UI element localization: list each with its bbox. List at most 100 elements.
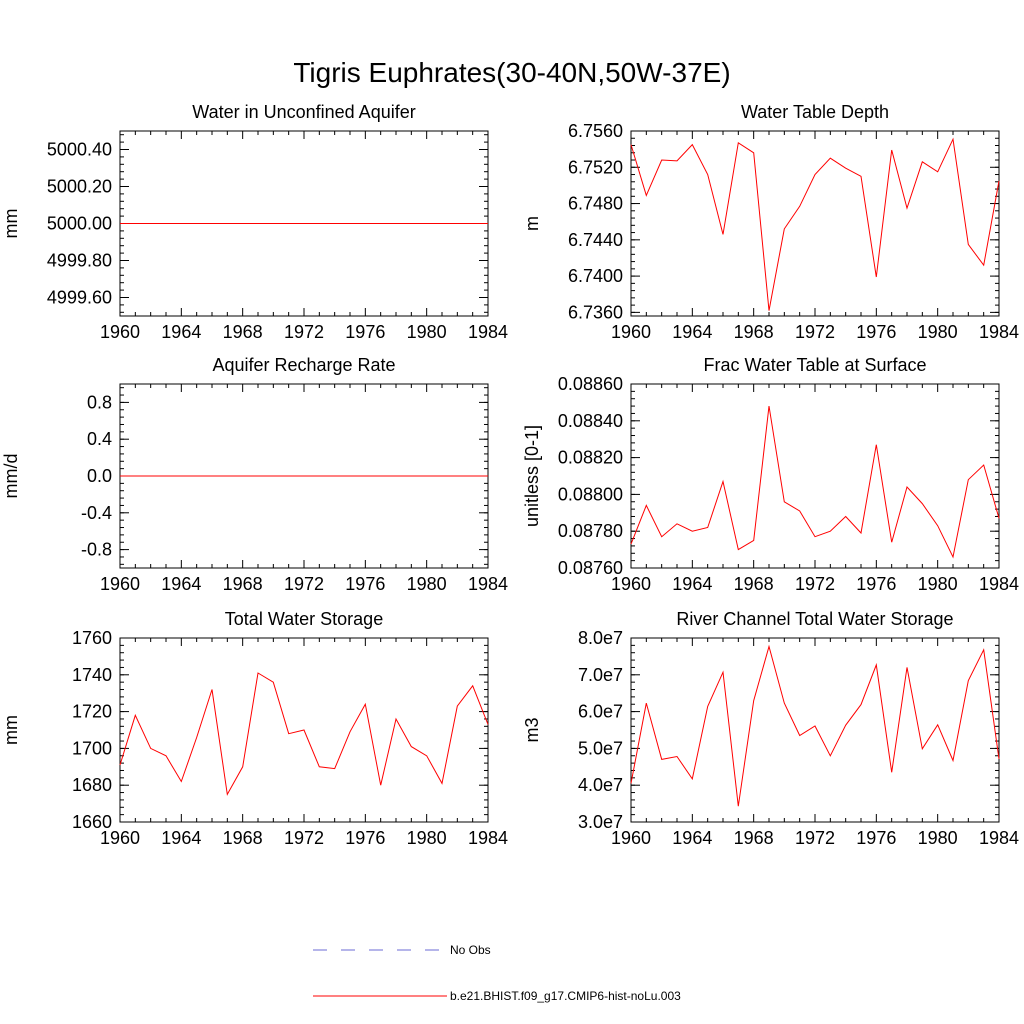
figure-title: Tigris Euphrates(30-40N,50W-37E) xyxy=(293,57,730,88)
x-tick-label: 1984 xyxy=(979,828,1019,848)
x-tick-label: 1980 xyxy=(918,828,958,848)
y-axis-label: mm xyxy=(1,715,21,745)
x-tick-label: 1984 xyxy=(468,574,508,594)
y-tick-label: 6.7520 xyxy=(568,157,623,177)
y-tick-label: 0.08820 xyxy=(558,448,623,468)
series-line xyxy=(630,137,1000,311)
x-tick-label: 1984 xyxy=(468,322,508,342)
x-tick-label: 1968 xyxy=(223,322,263,342)
panel-title: River Channel Total Water Storage xyxy=(676,609,953,629)
y-axis-label: m3 xyxy=(522,717,542,742)
x-tick-label: 1964 xyxy=(161,322,201,342)
y-tick-label: 6.7480 xyxy=(568,194,623,214)
y-tick-label: 5000.00 xyxy=(47,214,112,234)
x-tick-label: 1976 xyxy=(345,828,385,848)
x-tick-label: 1968 xyxy=(734,574,774,594)
panel-title: Frac Water Table at Surface xyxy=(703,355,926,375)
panel-3: Aquifer Recharge Rate mm/d 1960 1964 1968 197… xyxy=(1,355,508,594)
x-tick-label: 1984 xyxy=(979,322,1019,342)
x-tick-label: 1964 xyxy=(672,574,712,594)
x-tick-label: 1960 xyxy=(611,828,651,848)
y-tick-label: 5.0e7 xyxy=(578,738,623,758)
x-tick-label: 1964 xyxy=(672,828,712,848)
panels-container: Water in Unconfined Aquifer mm 1960 1964 196… xyxy=(1,102,1019,848)
y-tick-label: 0.08800 xyxy=(558,484,623,504)
y-tick-label: 4999.80 xyxy=(47,251,112,271)
y-tick-label: 1660 xyxy=(72,812,112,832)
x-tick-label: 1964 xyxy=(161,828,201,848)
x-tick-label: 1980 xyxy=(407,322,447,342)
y-tick-label: 5000.20 xyxy=(47,177,112,197)
x-tick-label: 1968 xyxy=(734,828,774,848)
y-tick-label: 0.4 xyxy=(87,429,112,449)
x-tick-label: 1960 xyxy=(100,828,140,848)
panel-title: Water Table Depth xyxy=(741,102,889,122)
y-tick-label: 0.08780 xyxy=(558,521,623,541)
y-tick-label: -0.8 xyxy=(81,540,112,560)
y-tick-label: 0.8 xyxy=(87,392,112,412)
y-tick-label: 6.7360 xyxy=(568,302,623,322)
y-tick-label: 0.0 xyxy=(87,466,112,486)
y-tick-label: 1700 xyxy=(72,738,112,758)
panel-2: Water Table Depth m 1960 1964 1968 1972 1976 19… xyxy=(522,102,1019,342)
y-tick-label: 8.0e7 xyxy=(578,628,623,648)
x-tick-label: 1980 xyxy=(918,322,958,342)
series-line xyxy=(119,672,489,796)
y-tick-label: 0.08840 xyxy=(558,411,623,431)
x-tick-label: 1968 xyxy=(223,828,263,848)
x-tick-label: 1976 xyxy=(345,574,385,594)
y-tick-label: -0.4 xyxy=(81,503,112,523)
panel-title: Water in Unconfined Aquifer xyxy=(192,102,415,122)
legend-label-no-obs: No Obs xyxy=(450,943,491,957)
x-tick-label: 1964 xyxy=(161,574,201,594)
y-tick-label: 3.0e7 xyxy=(578,812,623,832)
y-tick-label: 6.0e7 xyxy=(578,702,623,722)
legend: No Obs b.e21.BHIST.f09_g17.CMIP6-hist-no… xyxy=(313,943,681,1003)
y-tick-label: 1720 xyxy=(72,702,112,722)
panel-4: Frac Water Table at Surface unitless [0-1… xyxy=(522,355,1019,594)
x-tick-label: 1980 xyxy=(407,574,447,594)
y-tick-label: 1760 xyxy=(72,628,112,648)
y-axis-label: m xyxy=(522,216,542,231)
y-axis-label: mm/d xyxy=(1,454,21,499)
x-tick-label: 1976 xyxy=(856,828,896,848)
x-tick-label: 1976 xyxy=(856,574,896,594)
y-tick-label: 4999.60 xyxy=(47,288,112,308)
x-tick-label: 1968 xyxy=(734,322,774,342)
y-tick-label: 0.08760 xyxy=(558,558,623,578)
panel-1: Water in Unconfined Aquifer mm 1960 1964 196… xyxy=(1,102,508,342)
x-tick-label: 1960 xyxy=(100,322,140,342)
panel-6: River Channel Total Water Storage m3 1960 1… xyxy=(522,609,1019,848)
y-tick-label: 5000.40 xyxy=(47,140,112,160)
x-tick-label: 1968 xyxy=(223,574,263,594)
y-axis-label: unitless [0-1] xyxy=(522,425,542,527)
x-tick-label: 1960 xyxy=(100,574,140,594)
series-line xyxy=(630,644,1000,807)
x-tick-label: 1980 xyxy=(407,828,447,848)
y-tick-label: 4.0e7 xyxy=(578,775,623,795)
panel-title: Total Water Storage xyxy=(225,609,383,629)
x-tick-label: 1960 xyxy=(611,322,651,342)
y-tick-label: 6.7440 xyxy=(568,230,623,250)
y-tick-label: 0.08860 xyxy=(558,374,623,394)
y-tick-label: 6.7400 xyxy=(568,266,623,286)
panel-title: Aquifer Recharge Rate xyxy=(212,355,395,375)
y-tick-label: 1740 xyxy=(72,665,112,685)
x-tick-label: 1972 xyxy=(795,828,835,848)
x-tick-label: 1972 xyxy=(284,574,324,594)
y-tick-label: 6.7560 xyxy=(568,121,623,141)
x-tick-label: 1984 xyxy=(979,574,1019,594)
x-tick-label: 1972 xyxy=(284,322,324,342)
x-tick-label: 1972 xyxy=(284,828,324,848)
x-tick-label: 1960 xyxy=(611,574,651,594)
x-tick-label: 1964 xyxy=(672,322,712,342)
x-tick-label: 1984 xyxy=(468,828,508,848)
x-tick-label: 1972 xyxy=(795,322,835,342)
x-tick-label: 1976 xyxy=(345,322,385,342)
series-line xyxy=(630,406,1000,559)
y-tick-label: 1680 xyxy=(72,775,112,795)
legend-label-model: b.e21.BHIST.f09_g17.CMIP6-hist-noLu.003 xyxy=(450,989,681,1003)
x-tick-label: 1980 xyxy=(918,574,958,594)
